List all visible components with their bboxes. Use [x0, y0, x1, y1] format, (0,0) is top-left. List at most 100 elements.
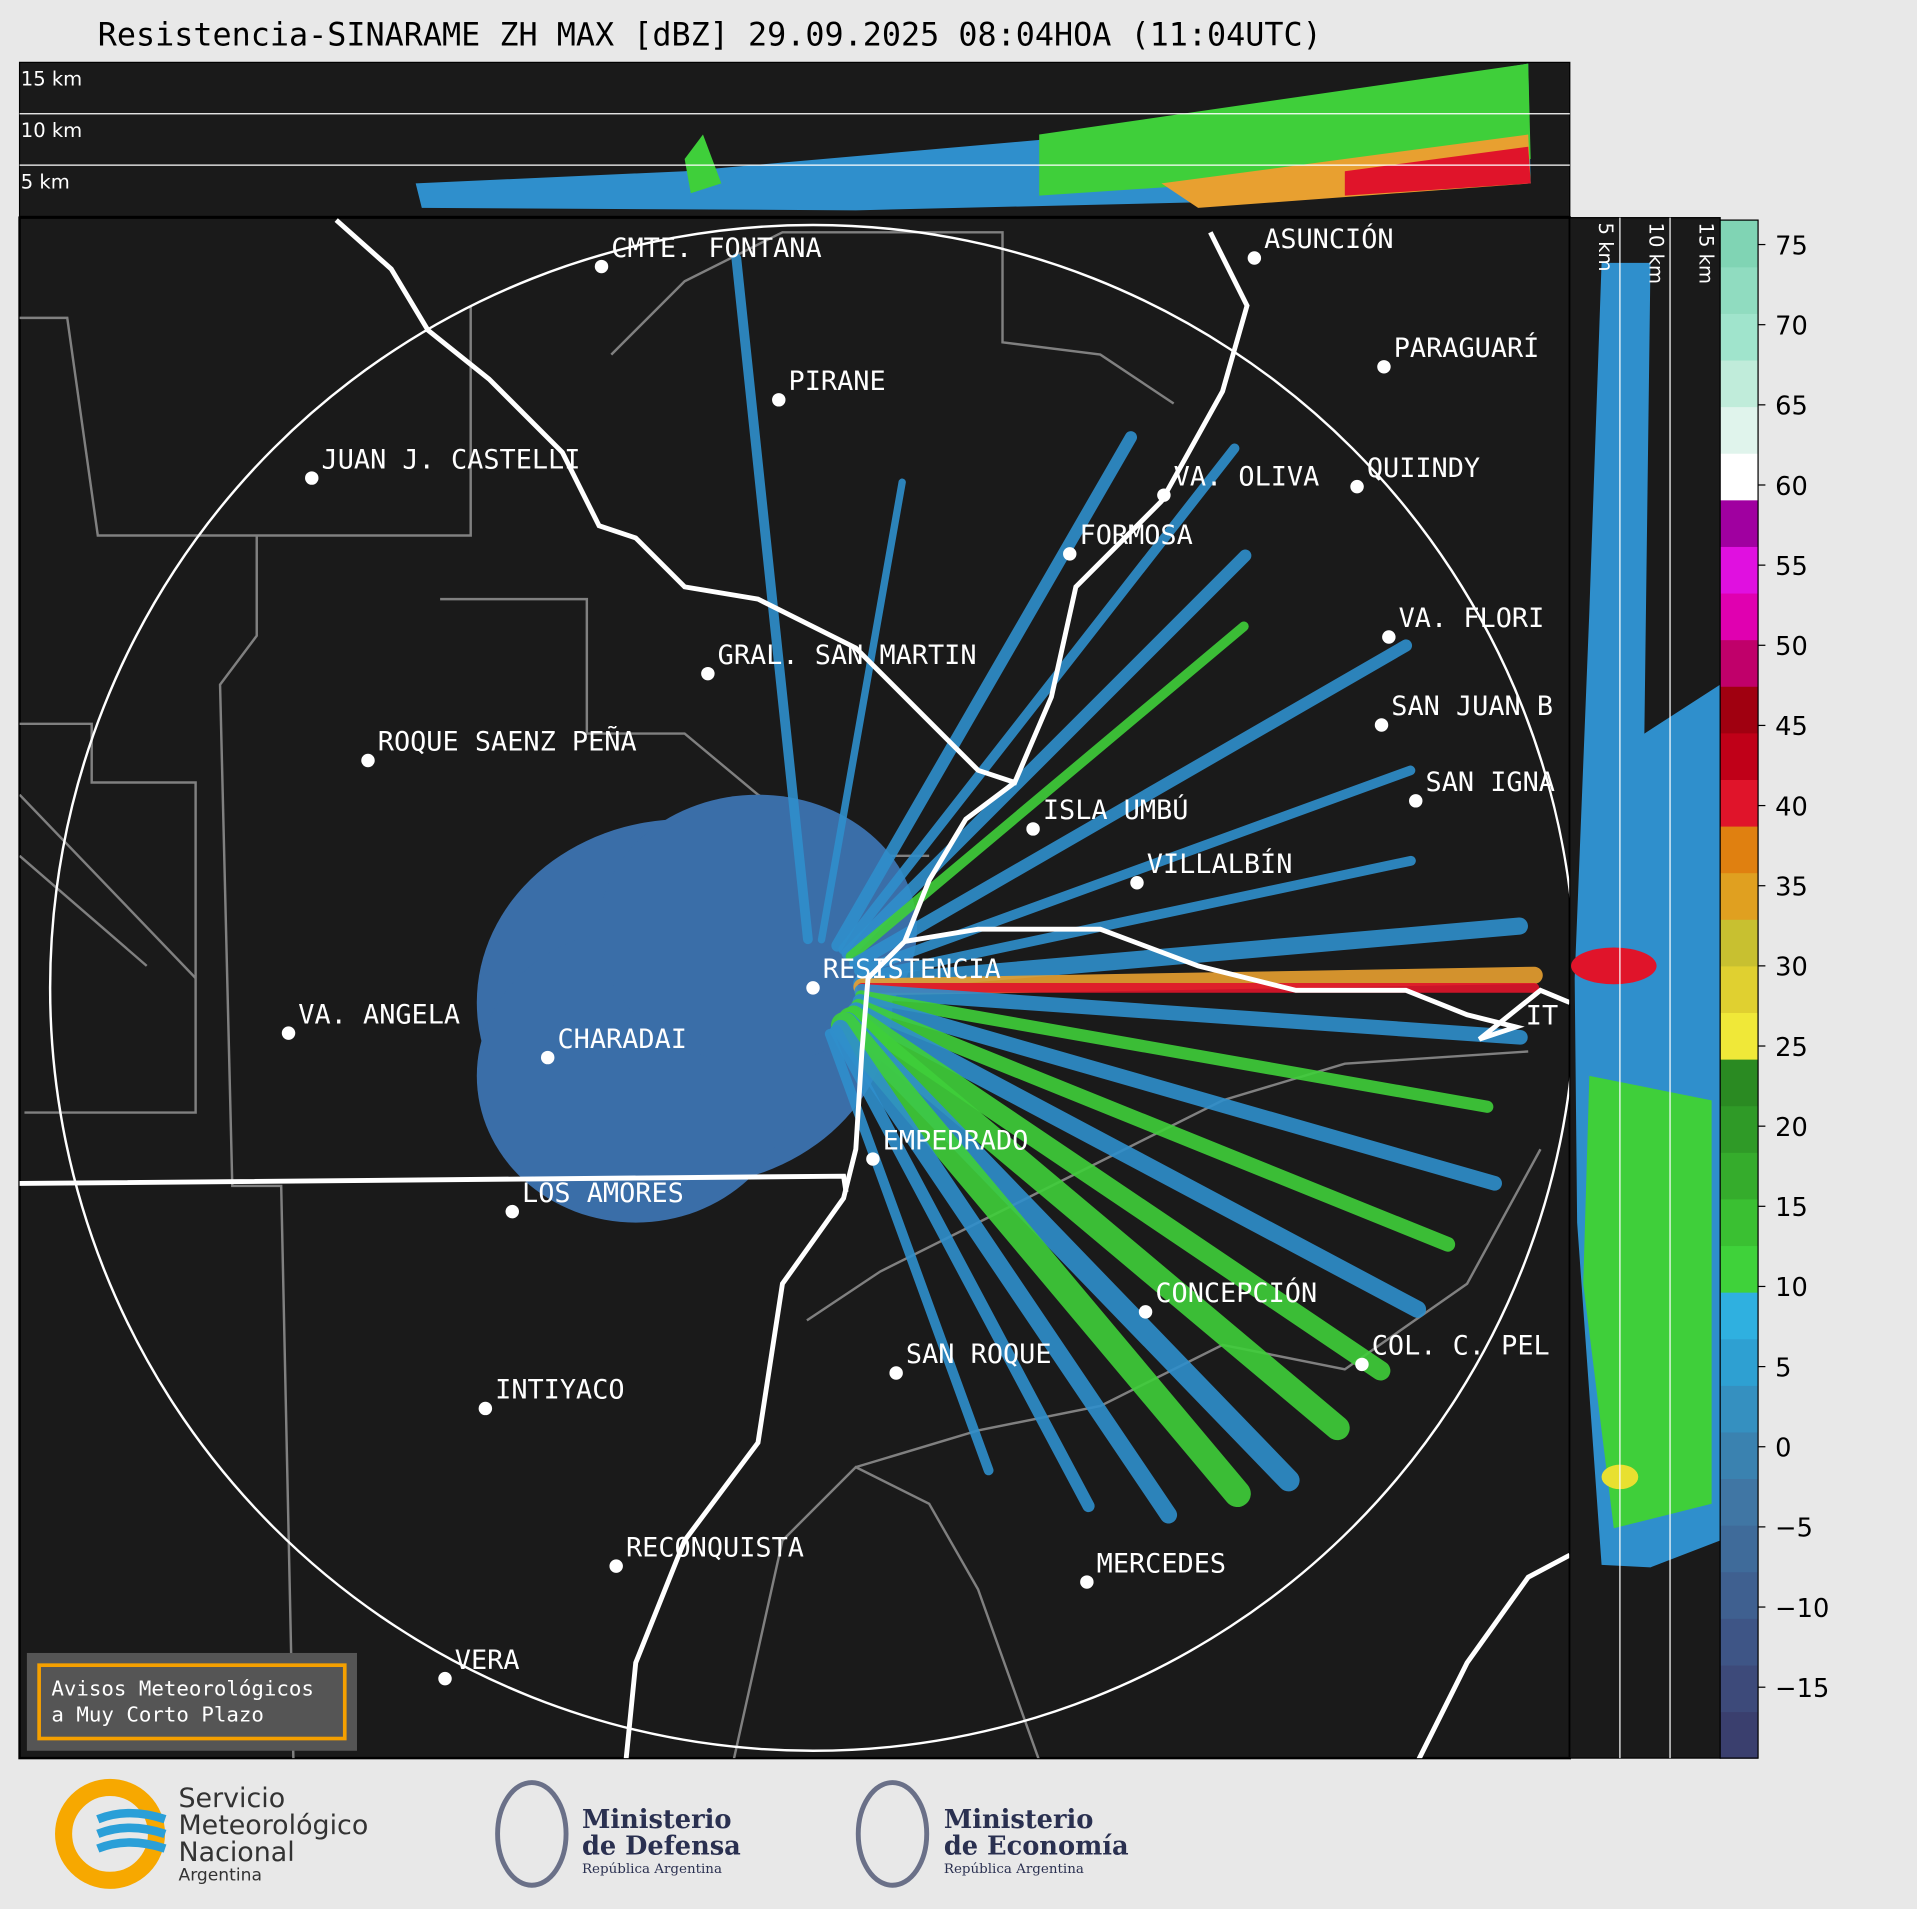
city-label: ASUNCIÓN [1264, 223, 1393, 255]
city-dot [1157, 488, 1171, 502]
economia-logo: Ministerio de Economía República Argenti… [855, 1780, 1129, 1888]
echo-ray [849, 639, 1413, 970]
city-label: JUAN J. CASTELLI [322, 444, 581, 475]
city-label: VA. FLORI [1399, 603, 1545, 634]
colorbar-tick-label: 25 [1775, 1033, 1808, 1063]
logo-text: República Argentina [944, 1862, 1084, 1877]
city-dot [1382, 630, 1396, 644]
colorbar-cell [1720, 546, 1759, 594]
echo-ray [831, 1019, 1178, 1524]
colorbar-cell [1720, 872, 1759, 920]
colorbar-tick-label: 60 [1775, 472, 1808, 502]
city-dot [1026, 822, 1040, 836]
echo [684, 134, 722, 194]
logo-text: Ministerio [582, 1805, 732, 1835]
echo-ray [854, 765, 1416, 977]
city-dot [1138, 1305, 1153, 1319]
city-label: VA. ANGELA [298, 999, 460, 1030]
colorbar-cell [1720, 1245, 1759, 1293]
echo-ray [731, 253, 813, 945]
colorbar-cell [1720, 779, 1759, 827]
side-echo [1571, 262, 1721, 1568]
city-label: COL. C. PEL [1372, 1331, 1550, 1362]
river [904, 926, 1570, 1042]
echo-ray [845, 621, 1249, 962]
colorbar-tick-label: 0 [1775, 1434, 1791, 1464]
echo-ray [847, 1002, 1427, 1318]
city-dot [772, 393, 786, 407]
notice-frame [37, 1663, 347, 1741]
city-dot [1130, 876, 1144, 890]
colorbar-cell [1720, 732, 1759, 780]
logo-text: Argentina [178, 1865, 261, 1885]
colorbar-tick-label: 20 [1775, 1113, 1808, 1143]
height-label: 10 km [21, 119, 82, 142]
colorbar-cell [1720, 1292, 1759, 1340]
colorbar-cell [1720, 499, 1759, 547]
logo-waves [96, 1808, 167, 1853]
smn-logo: Servicio Meteorológico Nacional Argentin… [55, 1778, 368, 1889]
colorbar-cell [1720, 919, 1759, 967]
colorbar-cell [1720, 1571, 1759, 1619]
city-label: PARAGUARÍ [1394, 332, 1540, 364]
colorbar-tick-label: 30 [1775, 953, 1808, 983]
emblem [855, 1780, 930, 1888]
city-label: LOS AMORES [522, 1178, 684, 1209]
city-label: RESISTENCIA [823, 954, 1001, 985]
city-label: SAN ROQUE [906, 1339, 1052, 1370]
city-label: PIRANE [789, 366, 886, 397]
logo-text: Ministerio [944, 1805, 1094, 1835]
echo-ray [841, 549, 1252, 960]
city-dot [361, 753, 375, 768]
colorbar-tick-label: 5 [1775, 1353, 1791, 1383]
city-label: SAN IGNA [1426, 767, 1555, 798]
city-label: VA. OLIVA [1174, 461, 1320, 492]
colorbar-tick-label: 40 [1775, 792, 1808, 822]
notice-text: Avisos Meteorológicos [51, 1677, 314, 1701]
colorbar-cell [1720, 359, 1759, 408]
city-label: CONCEPCIÓN [1155, 1277, 1317, 1309]
colorbar-cell [1720, 1385, 1759, 1433]
colorbar-tick-label: 65 [1775, 392, 1808, 422]
colorbar-cell [1720, 825, 1759, 874]
city-dot [701, 666, 715, 681]
echo-ray [855, 855, 1416, 983]
border [732, 1465, 1040, 1759]
logo-text: Servicio [178, 1783, 285, 1814]
city-label: VERA [455, 1645, 520, 1676]
echo [1344, 146, 1531, 196]
colorbar-tick-label: 45 [1775, 712, 1808, 742]
city-dot [889, 1366, 903, 1380]
echo-ray [855, 990, 1494, 1113]
echo-ray [853, 917, 1528, 993]
echo-ray [817, 478, 906, 944]
map-layer: CMTE. FONTANA PIRANE JUAN J. CASTELLI ASUNC… [19, 218, 1570, 1759]
colorbar-cell [1720, 1711, 1759, 1759]
city-label: QUIINDY [1367, 453, 1480, 484]
colorbar-cell [1720, 965, 1759, 1014]
title: Resistencia-SINARAME ZH MAX [dBZ] 29.09.… [98, 17, 1322, 53]
colorbar-cell [1720, 1105, 1759, 1153]
border [19, 854, 148, 967]
city-label: ROQUE SAENZ PEÑA [378, 726, 637, 758]
emblem [495, 1780, 569, 1888]
colorbar-cell [1720, 1664, 1759, 1713]
city-dot [866, 1152, 880, 1166]
border [19, 793, 197, 979]
colorbar-cell [1720, 313, 1759, 361]
colorbar-cell [1720, 1338, 1759, 1386]
colorbar-cell [1720, 592, 1759, 641]
city-dot [1409, 794, 1423, 808]
colorbar-cell [1720, 1525, 1759, 1573]
colorbar-cell [1720, 220, 1759, 268]
city-dot [438, 1671, 452, 1686]
city-label: GRAL. SAN MARTIN [718, 640, 977, 671]
range-ring [49, 223, 1570, 1752]
city-label: IT [1526, 1001, 1558, 1032]
city-label: SAN JUAN B [1391, 691, 1553, 722]
city-label: EMPEDRADO [883, 1125, 1029, 1156]
colorbar-tick-label: 15 [1775, 1193, 1808, 1223]
colorbar-cell [1720, 1431, 1759, 1480]
city-dot [478, 1401, 493, 1416]
height-label: 5 km [1594, 223, 1617, 272]
